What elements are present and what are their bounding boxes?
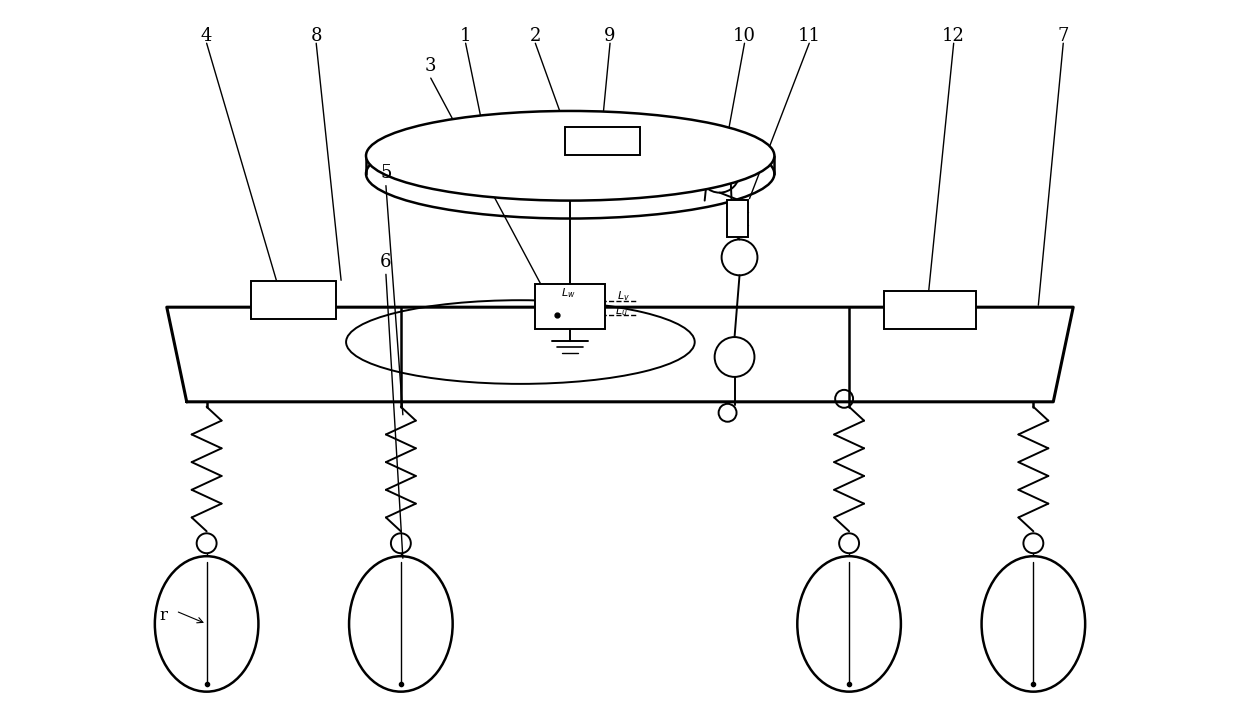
Ellipse shape [366, 111, 775, 201]
Text: 5: 5 [381, 164, 392, 182]
Text: 12: 12 [942, 28, 965, 45]
Ellipse shape [982, 556, 1085, 691]
Text: $L_v$: $L_v$ [618, 289, 630, 303]
Ellipse shape [797, 556, 901, 691]
Text: $L_u$: $L_u$ [615, 304, 627, 318]
Ellipse shape [155, 556, 258, 691]
Text: r: r [160, 607, 167, 624]
Text: 6: 6 [381, 253, 392, 271]
Text: 3: 3 [425, 57, 436, 75]
FancyBboxPatch shape [565, 127, 640, 155]
Text: 9: 9 [604, 28, 616, 45]
Text: 11: 11 [797, 28, 821, 45]
Text: 7: 7 [1058, 28, 1069, 45]
Ellipse shape [350, 556, 453, 691]
Text: 1: 1 [460, 28, 471, 45]
Text: $L_w$: $L_w$ [562, 286, 575, 300]
FancyBboxPatch shape [252, 281, 336, 319]
FancyBboxPatch shape [727, 199, 749, 238]
Text: 4: 4 [201, 28, 212, 45]
FancyBboxPatch shape [884, 291, 976, 329]
Text: 8: 8 [310, 28, 322, 45]
Text: 2: 2 [529, 28, 541, 45]
FancyBboxPatch shape [536, 284, 605, 329]
Text: 10: 10 [733, 28, 756, 45]
